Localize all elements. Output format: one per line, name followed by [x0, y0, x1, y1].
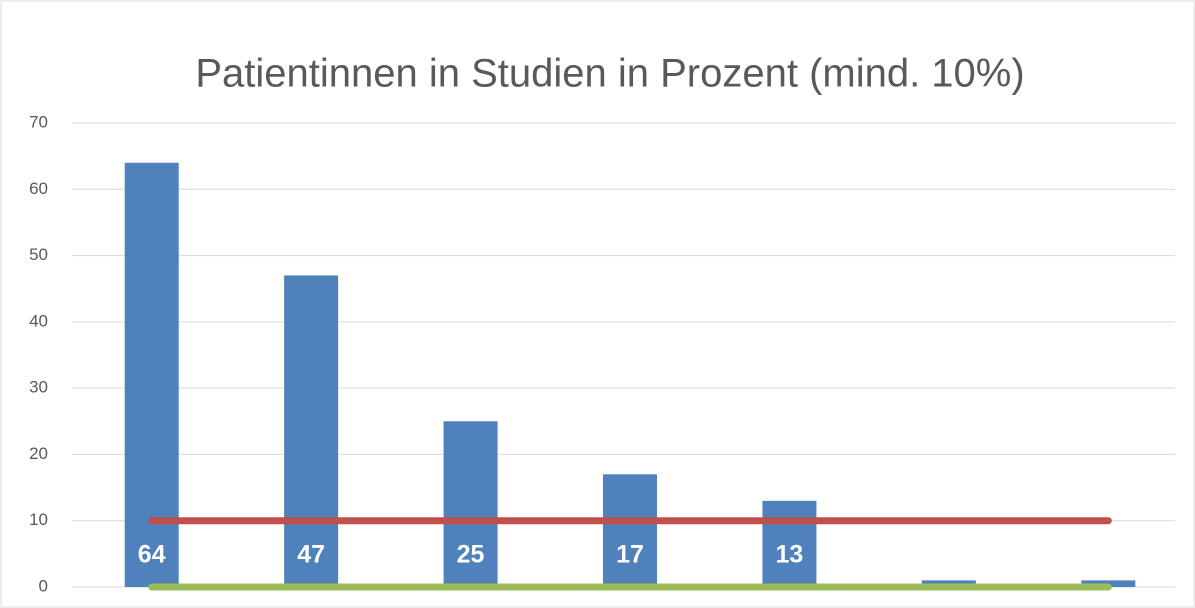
data-label: 13 — [776, 541, 804, 569]
bar — [443, 421, 498, 587]
y-tick-label: 60 — [29, 179, 48, 198]
bar — [762, 500, 817, 587]
y-tick-label: 50 — [29, 245, 48, 264]
data-label: 25 — [457, 541, 485, 569]
data-label: 64 — [138, 541, 166, 569]
y-tick-label: 30 — [29, 378, 48, 397]
y-tick-label: 70 — [29, 112, 48, 131]
y-tick-label: 10 — [29, 510, 48, 529]
y-tick-label: 0 — [39, 576, 48, 595]
bar — [603, 474, 657, 587]
chart-title: Patientinnen in Studien in Prozent (mind… — [195, 52, 1024, 96]
data-label: 47 — [297, 541, 325, 569]
y-tick-label: 40 — [29, 311, 48, 330]
bar — [284, 275, 339, 587]
y-tick-label: 20 — [29, 444, 48, 463]
data-label: 17 — [616, 541, 644, 569]
bar — [124, 162, 179, 587]
